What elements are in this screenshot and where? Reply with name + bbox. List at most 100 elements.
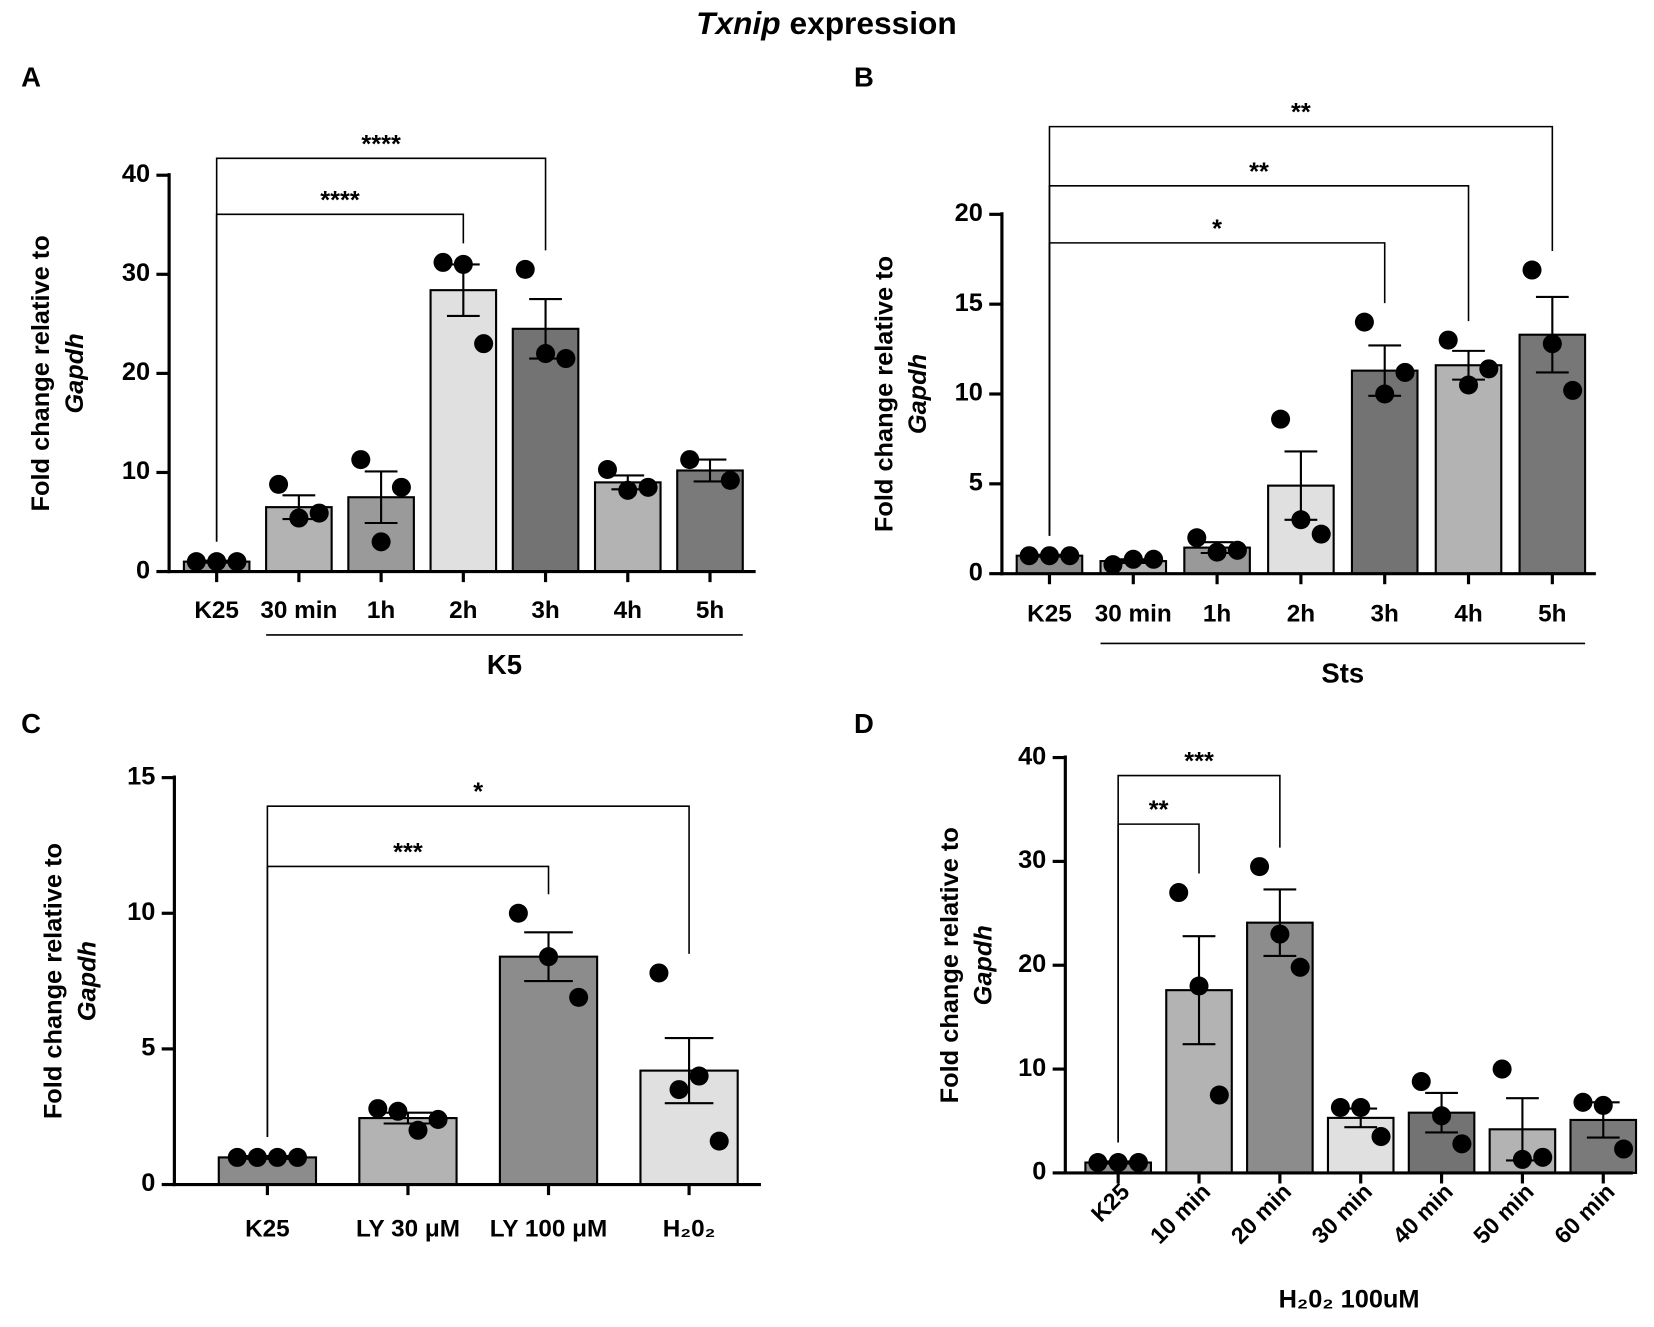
data-point [453,254,473,274]
x-tick-label: 30 min [1307,1178,1377,1248]
bar [1350,369,1419,575]
x-tick-label: 5h [1538,600,1566,627]
y-tick-label: 10 [955,379,983,407]
data-point [1573,1092,1593,1112]
panel-label: C [21,708,41,739]
y-axis-label-italic: Gapdh [61,333,89,413]
bar [358,1117,458,1186]
data-point [720,470,740,490]
x-tick-label: K25 [245,1215,290,1242]
y-tick-label: 20 [955,199,983,227]
significance-label: ** [1149,796,1169,824]
x-tick-label: 10 min [1145,1178,1215,1248]
y-tick-label: 15 [955,289,983,317]
data-point [1351,1097,1371,1118]
group-label: Sts [1321,657,1364,688]
significance-bracket [215,157,547,542]
significance-label: * [473,778,483,806]
data-point [186,552,206,572]
data-point [1250,857,1270,877]
x-tick-label: 50 min [1468,1178,1538,1248]
data-point [371,532,391,552]
y-tick-label: 5 [969,469,983,497]
data-point [1291,510,1311,530]
data-point [1123,549,1143,569]
significance-bracket [266,805,690,1138]
x-tick-label: 40 min [1387,1178,1457,1248]
x-tick-label: K25 [1086,1178,1135,1227]
data-point [515,259,535,279]
data-point [1459,375,1479,395]
data-point [1128,1153,1148,1173]
significance-label: ** [1249,158,1269,186]
y-axis-label-italic: Gapdh [970,925,998,1005]
significance-label: **** [361,130,401,158]
y-axis-label-italic: Gapdh [73,941,101,1021]
data-point [1271,409,1291,429]
data-point [508,903,528,923]
x-tick-label: K25 [194,597,239,624]
significance-label: ** [1291,99,1311,127]
data-point [556,349,576,369]
data-point [1207,542,1227,562]
significance-label: *** [1184,748,1214,776]
x-tick-label: 1h [367,597,395,624]
data-point [433,252,453,272]
x-tick-label: 5h [696,597,724,624]
significance-label: **** [320,186,360,214]
significance-bracket [1048,125,1554,536]
figure-title: Txnip expression [696,6,957,42]
data-point [669,1080,689,1100]
y-tick-label: 0 [1032,1158,1046,1186]
data-point [1144,549,1164,569]
significance-bracket [1117,774,1281,1143]
data-point [1533,1147,1553,1167]
data-point [1209,1085,1229,1105]
panel-label: B [854,61,874,92]
data-point [569,987,589,1007]
x-tick-label: 2h [449,597,477,624]
data-point [351,450,371,470]
y-tick-label: 10 [1018,1054,1046,1082]
x-tick-label: 4h [614,597,642,624]
y-tick-label: 10 [127,898,155,926]
x-tick-label: 60 min [1549,1178,1619,1248]
data-point [227,552,247,572]
y-axis-label: Fold change relative to [870,256,898,532]
data-point [1169,883,1189,903]
y-tick-label: 30 [1018,846,1046,874]
y-tick-label: 40 [1018,742,1046,770]
data-point [1311,524,1331,544]
data-point [309,503,329,523]
data-point [1371,1127,1391,1147]
data-point [1522,260,1542,280]
panel-label: D [854,708,874,739]
bar [429,289,498,573]
data-point [391,477,411,497]
error-bar [664,1036,714,1105]
data-point [618,480,638,500]
x-tick-label: LY 100 μM [490,1215,608,1242]
error-bar [364,470,398,525]
error-bar [1263,888,1297,957]
data-point [1395,362,1415,382]
data-point [289,508,309,528]
data-point [536,344,556,364]
data-point [1512,1149,1532,1169]
y-tick-label: 0 [969,558,983,586]
y-tick-label: 40 [122,160,150,188]
bar [1518,333,1587,575]
data-point [638,477,658,497]
y-tick-label: 5 [141,1034,155,1062]
y-tick-label: 0 [136,556,150,584]
data-point [1432,1106,1452,1126]
data-point [368,1099,388,1119]
x-tick-label: 3h [1371,600,1399,627]
x-tick-label: 20 min [1226,1178,1296,1248]
bar [1434,364,1503,575]
data-point [1039,546,1059,566]
data-point [428,1109,448,1129]
data-point [1187,528,1207,548]
data-point [689,1066,709,1086]
data-point [1088,1153,1108,1173]
